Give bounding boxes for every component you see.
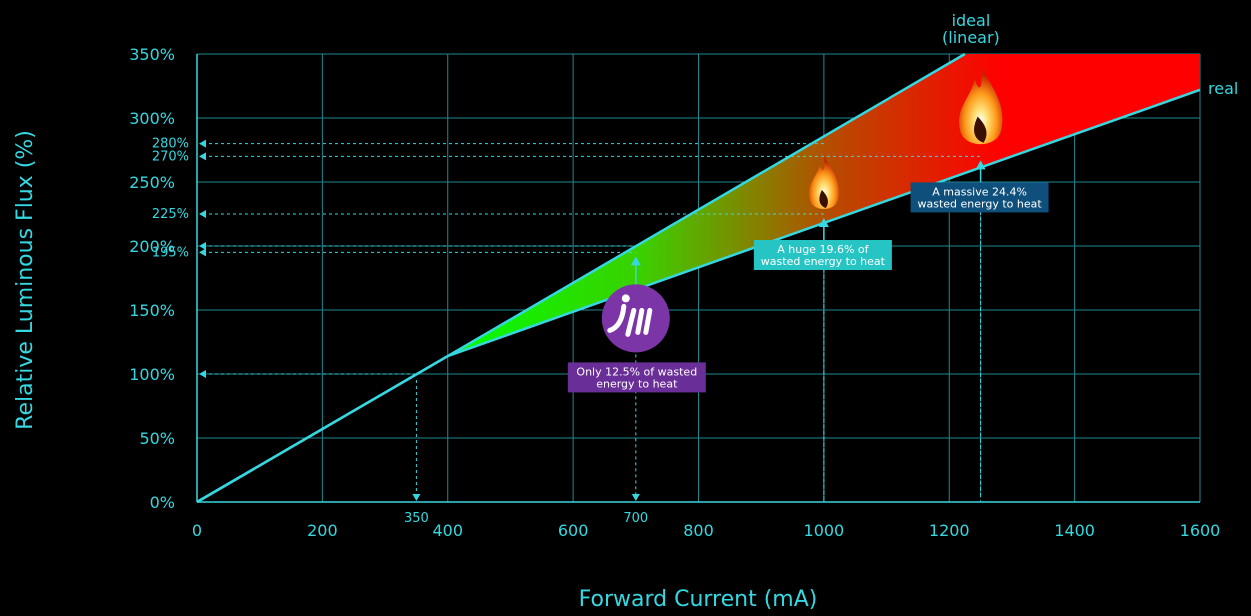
callout-box bbox=[910, 182, 1049, 213]
x-tick-label: 600 bbox=[558, 521, 589, 540]
x-tick-label: 1400 bbox=[1054, 521, 1095, 540]
x-tick-label: 1600 bbox=[1180, 521, 1221, 540]
x-tick-label: 0 bbox=[192, 521, 202, 540]
reference-lines: 195% 225% 270%280% 350 700 bbox=[152, 137, 982, 526]
x-tick-label: 400 bbox=[432, 521, 463, 540]
series-label-line: (linear) bbox=[942, 28, 1000, 47]
logo-glyph bbox=[607, 303, 653, 337]
real-series-label: real bbox=[1208, 79, 1238, 98]
y-reference-label: 225% bbox=[152, 207, 189, 222]
callout-arrow bbox=[975, 160, 986, 170]
y-reference-label: 195% bbox=[152, 245, 189, 260]
flame-body bbox=[809, 156, 839, 209]
callout-text: A massive 24.4% wasted energy to heat bbox=[918, 185, 1043, 210]
y-reference-arrow bbox=[199, 370, 206, 378]
y-tick-label: 150% bbox=[129, 301, 175, 320]
flame-core bbox=[819, 190, 828, 208]
x-reference-arrow bbox=[412, 494, 421, 501]
flame-core bbox=[974, 116, 987, 143]
y-tick-label: 200% bbox=[129, 237, 175, 256]
callout-text-line: A huge 19.6% of bbox=[777, 243, 869, 256]
callout-box bbox=[567, 362, 706, 393]
callout-text-line: energy to heat bbox=[596, 377, 678, 390]
x-tick-label: 1000 bbox=[804, 521, 845, 540]
flame-icon bbox=[809, 156, 839, 209]
x-reference-label: 350 bbox=[404, 511, 429, 526]
y-tick-label: 350% bbox=[129, 45, 175, 64]
series: ideal (linear) real bbox=[196, 11, 1238, 504]
callout-text-line: A massive 24.4% bbox=[932, 185, 1027, 198]
y-tick-label: 50% bbox=[139, 429, 175, 448]
y-reference-arrow bbox=[199, 139, 206, 148]
x-reference-arrow bbox=[631, 494, 640, 501]
callout-text-line: Only 12.5% of wasted bbox=[576, 365, 697, 378]
y-tick-label: 250% bbox=[129, 173, 175, 192]
y-reference-arrow bbox=[199, 210, 206, 218]
y-axis-title: Relative Luminous Flux (%) bbox=[13, 130, 38, 430]
ideal-series-label: ideal (linear) bbox=[942, 11, 1000, 47]
y-tick-label: 300% bbox=[129, 109, 175, 128]
y-reference-arrow bbox=[199, 248, 206, 257]
y-tick-label: 100% bbox=[129, 365, 175, 384]
callout-arrow bbox=[818, 218, 829, 227]
x-tick-label: 1200 bbox=[929, 521, 970, 540]
flame-icon bbox=[959, 67, 1003, 145]
x-tick-label: 200 bbox=[307, 521, 338, 540]
x-axis-title: Forward Current (mA) bbox=[579, 587, 818, 612]
callout-text-line: wasted energy to heat bbox=[761, 255, 886, 268]
callout-arrow bbox=[630, 256, 641, 266]
flame-body bbox=[959, 67, 1003, 145]
callout-text-line: wasted energy to heat bbox=[918, 197, 1043, 210]
series-label-line: ideal bbox=[952, 11, 991, 30]
jm-logo-icon bbox=[601, 284, 670, 353]
axes: 0 200 400 600 800 1000 1200 1400 1600 0% 50% 100% 15… bbox=[129, 45, 1220, 540]
real-series-line bbox=[196, 88, 1201, 504]
callout-box bbox=[753, 240, 892, 270]
logo-dot bbox=[621, 294, 630, 303]
y-reference-label: 280% bbox=[152, 137, 189, 152]
logo-circle bbox=[601, 284, 670, 353]
y-reference-label: 270% bbox=[152, 149, 189, 164]
callout-text: Only 12.5% of wasted energy to heat bbox=[576, 365, 697, 390]
series-label-line: real bbox=[1208, 79, 1238, 98]
callouts: Only 12.5% of wasted energy to heat A huge… bbox=[567, 67, 1049, 393]
x-tick-label: 800 bbox=[683, 521, 714, 540]
x-reference-label: 700 bbox=[623, 511, 648, 526]
y-reference-arrow bbox=[199, 152, 206, 161]
y-tick-label: 0% bbox=[150, 493, 175, 512]
y-reference-arrow bbox=[199, 242, 206, 250]
callout-text: A huge 19.6% of wasted energy to heat bbox=[761, 243, 886, 268]
